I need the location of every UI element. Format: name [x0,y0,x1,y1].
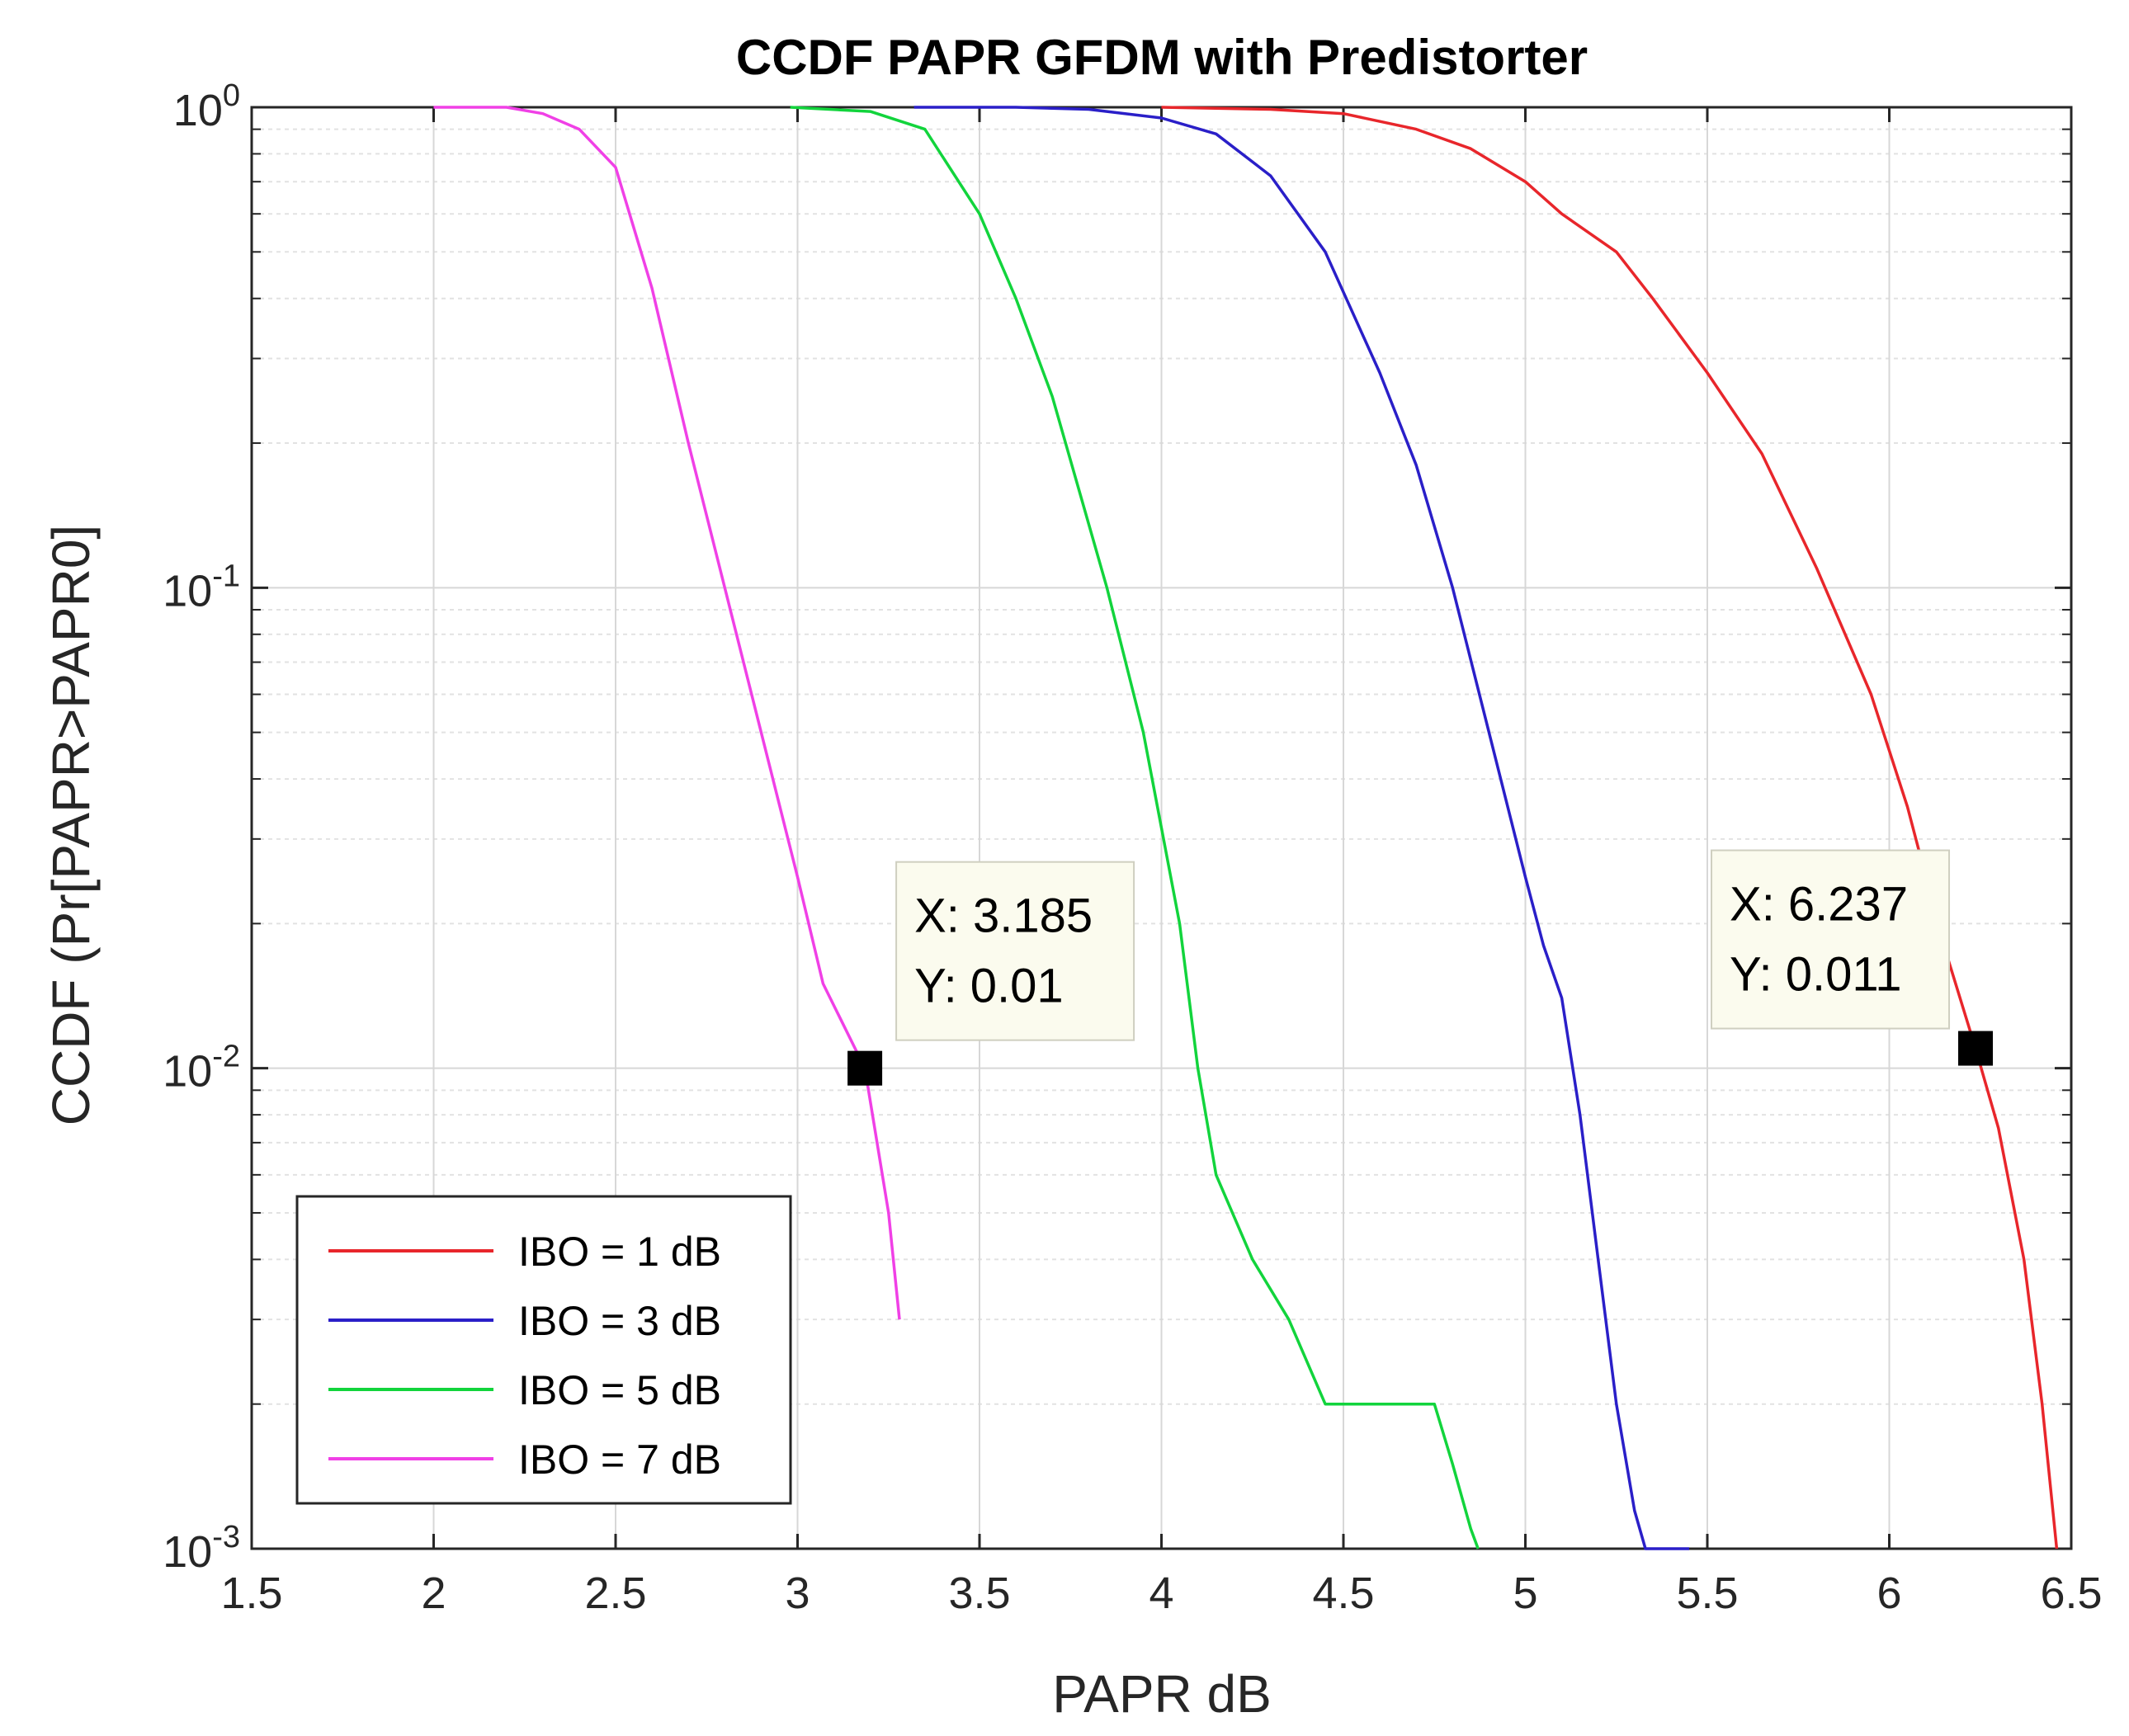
x-tick-label: 3 [785,1569,810,1618]
x-tick-label: 4.5 [1312,1569,1374,1618]
series-line-3 [790,106,1480,1550]
x-tick-label: 5 [1513,1569,1537,1618]
axis-ticks [250,106,2073,1550]
series-line-1 [1161,106,2059,1550]
y-axis-label: CCDF (Pr[PAPR>PAPR0] [41,525,101,1125]
chart-title: CCDF PAPR GFDM with Predistorter [736,30,1588,85]
data-tip-box [1711,849,1951,1030]
data-tip-x-text: X: 3.185 [914,889,1093,943]
data-tip-box [895,861,1135,1041]
x-tick-label: 2.5 [584,1569,646,1618]
x-tick-labels: 1.5 2 2.5 3 3.5 4 4.5 5 5.5 6 6.5 [220,1569,2102,1618]
y-tick-label: 100 [173,78,240,135]
x-tick-label: 4 [1149,1569,1173,1618]
legend-label-3: IBO = 5 dB [518,1367,721,1413]
data-tip-x-text: X: 6.237 [1730,878,1908,932]
x-tick-label: 5.5 [1676,1569,1738,1618]
data-tip-y-text: Y: 0.01 [914,960,1064,1013]
y-tick-label: 10-2 [163,1040,240,1097]
x-tick-label: 6.5 [2040,1569,2102,1618]
series-lines [433,106,2059,1550]
legend: IBO = 1 dB IBO = 3 dB IBO = 5 dB IBO = 7 dB [295,1195,792,1505]
y-tick-label: 10-3 [163,1520,240,1577]
legend-label-2: IBO = 3 dB [518,1298,721,1344]
x-axis-label: PAPR dB [1052,1664,1272,1724]
x-tick-label: 6 [1876,1569,1901,1618]
data-tips: X: 3.185 Y: 0.01 X: 6.237 Y: 0.011 [847,849,1994,1086]
y-tick-label: 10-1 [163,559,240,616]
x-tick-label: 3.5 [948,1569,1010,1618]
y-tick-labels: 100 10-1 10-2 10-3 [163,78,240,1577]
data-tip-y-text: Y: 0.011 [1730,948,1902,1002]
x-tick-label: 1.5 [220,1569,282,1618]
x-tick-label: 2 [421,1569,446,1618]
data-tip-marker [847,1050,883,1086]
legend-label-4: IBO = 7 dB [518,1436,721,1483]
legend-box [295,1195,792,1505]
data-tip-marker [1958,1031,1994,1066]
legend-label-1: IBO = 1 dB [518,1229,721,1275]
series-line-2 [913,106,1689,1550]
